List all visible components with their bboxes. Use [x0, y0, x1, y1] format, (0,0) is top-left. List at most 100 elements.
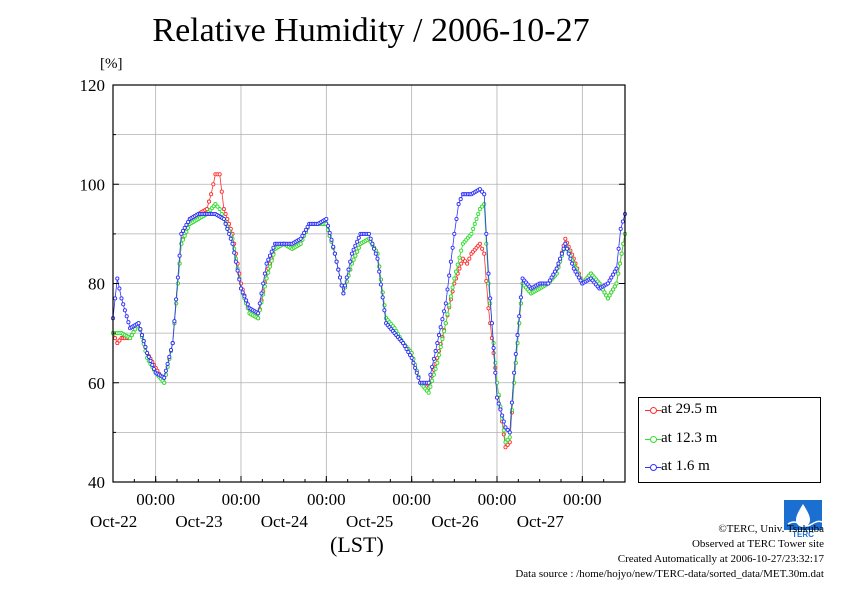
y-tick-label: 60	[88, 374, 105, 393]
data-point	[221, 207, 226, 212]
data-point	[332, 251, 337, 256]
data-point	[404, 346, 409, 352]
data-point	[262, 271, 267, 276]
data-point	[204, 207, 209, 212]
data-point	[337, 275, 343, 280]
plot-series	[110, 172, 628, 450]
data-point	[609, 275, 614, 280]
data-point	[482, 202, 487, 207]
data-point	[298, 241, 303, 246]
data-point	[262, 284, 267, 289]
data-point	[440, 317, 445, 322]
x-tick-label-day: Oct-26	[431, 512, 478, 531]
legend-label: at 12.3 m	[661, 430, 718, 446]
data-point	[489, 321, 494, 326]
data-point	[416, 375, 421, 380]
data-point	[238, 286, 244, 291]
data-point	[494, 395, 500, 400]
x-tick-label-day: Oct-23	[175, 512, 222, 531]
data-point	[477, 187, 482, 192]
data-point	[563, 241, 568, 246]
data-point	[462, 259, 468, 264]
data-point	[482, 251, 487, 256]
data-point	[612, 269, 617, 274]
x-tick-label-day: Oct-24	[261, 512, 309, 531]
data-point	[180, 228, 186, 233]
data-point	[571, 266, 576, 271]
data-point	[267, 264, 273, 269]
created-text: Created Automatically at 2006-10-27/23:3…	[617, 553, 824, 565]
data-point	[471, 226, 476, 231]
data-point	[448, 259, 453, 264]
data-point	[517, 314, 522, 319]
data-point	[115, 276, 120, 281]
data-point	[452, 276, 457, 281]
terc-logo: TERC	[784, 500, 822, 538]
data-point	[375, 256, 380, 261]
y-axis-unit-label: [%]	[100, 56, 123, 72]
data-point	[498, 407, 503, 412]
data-point	[302, 230, 307, 235]
data-point	[349, 251, 354, 256]
data-point	[407, 352, 413, 358]
data-point	[256, 311, 261, 316]
data-point	[122, 308, 127, 313]
data-point	[401, 341, 406, 346]
data-point	[563, 236, 568, 241]
data-point	[227, 231, 232, 236]
data-point	[503, 445, 508, 450]
series-at-29-5-m	[110, 172, 628, 450]
data-point	[614, 281, 619, 286]
chart-title: Relative Humidity / 2006-10-27	[152, 12, 590, 49]
data-point	[235, 268, 240, 273]
data-point	[549, 275, 554, 280]
data-point	[450, 245, 455, 250]
data-point	[605, 296, 610, 301]
data-point	[148, 358, 153, 363]
data-point	[619, 251, 624, 256]
data-point	[570, 261, 575, 266]
data-point	[242, 294, 247, 299]
data-point	[126, 320, 131, 325]
data-point	[568, 256, 573, 261]
data-point	[119, 296, 124, 301]
data-point	[457, 255, 462, 260]
data-point	[457, 266, 462, 271]
data-point	[150, 362, 155, 367]
x-tick-label-time: 00:00	[392, 490, 431, 509]
data-point	[245, 302, 250, 307]
y-axis-ticks: 40 60 80 100 120	[80, 76, 625, 492]
data-point	[484, 241, 489, 246]
data-point	[211, 182, 216, 187]
data-point	[512, 370, 517, 375]
data-point	[225, 216, 230, 222]
legend-label: at 1.6 m	[661, 458, 710, 474]
data-point	[566, 251, 571, 256]
data-point	[174, 297, 179, 302]
data-point	[509, 400, 514, 405]
data-point	[564, 246, 570, 251]
data-point	[336, 267, 341, 272]
data-point	[617, 261, 622, 266]
data-point	[184, 229, 189, 234]
data-point	[298, 236, 303, 241]
data-point	[266, 257, 271, 262]
data-point	[217, 172, 222, 177]
data-point	[431, 372, 436, 377]
data-point	[491, 345, 496, 351]
data-point	[559, 251, 564, 256]
data-point	[355, 239, 360, 244]
data-point	[443, 301, 448, 306]
data-point	[206, 199, 212, 204]
data-point	[329, 237, 334, 242]
x-tick-label-time: 00:00	[136, 490, 175, 509]
data-point	[554, 266, 559, 271]
data-point	[162, 380, 167, 385]
x-axis-ticks: 00:00Oct-2200:00Oct-2300:00Oct-2400:00Oc…	[90, 476, 626, 531]
x-tick-label-time: 00:00	[563, 490, 602, 509]
series-line	[112, 173, 626, 449]
data-point	[618, 226, 623, 231]
data-point	[518, 295, 523, 300]
data-point	[113, 336, 118, 341]
